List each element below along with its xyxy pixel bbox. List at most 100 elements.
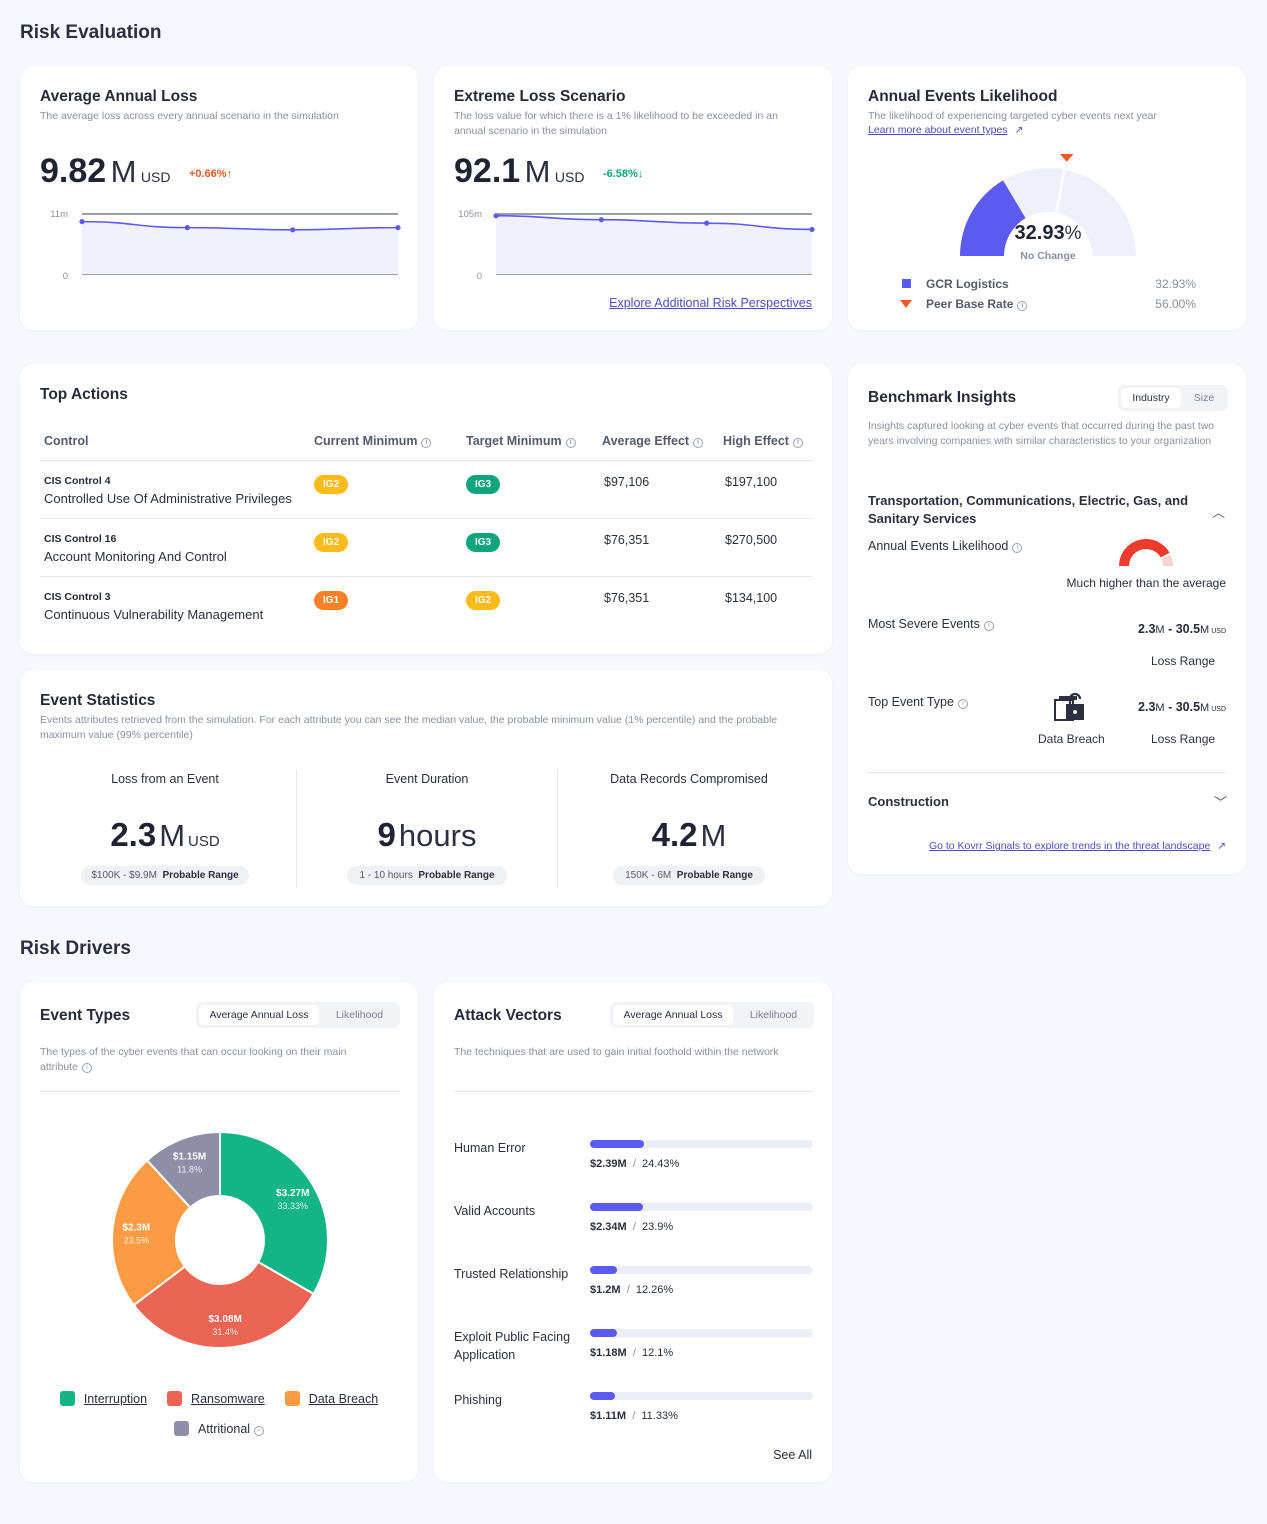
- info-icon[interactable]: i: [81, 1063, 92, 1073]
- info-icon[interactable]: i: [565, 438, 576, 448]
- peer-marker-triangle: [1059, 154, 1074, 162]
- link-text[interactable]: Learn more about event types: [868, 124, 1008, 136]
- average-effect: $76,351: [604, 533, 650, 547]
- legend-label-wrap: Peer Base Rate i: [926, 297, 1028, 311]
- industry-name: Transportation, Communications, Electric…: [868, 493, 1189, 526]
- y-tick-label: 105m: [458, 209, 482, 220]
- see-all-link[interactable]: See All: [773, 1448, 812, 1462]
- col-current-minimum: Current Minimum i: [314, 434, 432, 448]
- event-types-legend: Interruption Ransomware Data Breach Attriti…: [20, 1384, 418, 1444]
- top-type-range-value: 2.3M - 30.5M USD: [1138, 700, 1226, 714]
- section-divider: [868, 772, 1226, 773]
- probable-range-pill: 150K - 6M Probable Range: [613, 866, 765, 885]
- data-point[interactable]: [290, 227, 296, 233]
- attack-vector-row[interactable]: Human Error $2.39M / 24.43%: [434, 1139, 832, 1199]
- vector-amount: $1.2M: [590, 1284, 621, 1296]
- attack-vector-row[interactable]: Exploit Public Facing Application $1.18M …: [434, 1328, 832, 1388]
- chevron-down-icon[interactable]: ﹀: [1214, 795, 1228, 810]
- learn-more-link[interactable]: Learn more about event types ↗: [868, 124, 1023, 136]
- link-text[interactable]: Go to Kovrr Signals to explore trends in…: [928, 840, 1211, 852]
- y-tick-label: 0: [477, 271, 482, 282]
- info-icon[interactable]: i: [983, 621, 994, 631]
- pie-slice[interactable]: [132, 1260, 315, 1349]
- stat-suffix: USD: [188, 833, 220, 850]
- pie-slice[interactable]: [111, 1158, 192, 1307]
- control-name: Account Monitoring And Control: [44, 549, 227, 564]
- attack-vector-row[interactable]: Valid Accounts $2.34M / 23.9%: [434, 1202, 832, 1262]
- legend-label: Peer Base Rate: [926, 297, 1014, 311]
- tab-likelihood[interactable]: Likelihood: [749, 1009, 798, 1021]
- tab-industry[interactable]: Industry: [1121, 388, 1181, 408]
- external-link-icon: ↗: [1217, 840, 1226, 852]
- mini-gauge-marker: [1160, 552, 1171, 560]
- data-point[interactable]: [809, 226, 815, 233]
- likelihood-gauge: [960, 154, 1136, 256]
- info-icon[interactable]: i: [421, 438, 432, 448]
- loss-range-caption: Loss Range: [1151, 732, 1216, 746]
- data-point[interactable]: [79, 219, 85, 225]
- construction-industry[interactable]: Construction: [868, 794, 949, 809]
- change-value: -6.58%: [602, 168, 638, 180]
- data-point[interactable]: [704, 220, 710, 226]
- table-row[interactable]: CIS Control 3 Continuous Vulnerability M…: [20, 577, 832, 635]
- col-target-minimum: Target Minimum i: [466, 434, 576, 448]
- vector-value: $2.34M / 23.9%: [590, 1221, 673, 1233]
- table-row[interactable]: CIS Control 4 Controlled Use Of Administ…: [20, 461, 832, 519]
- legend-row-company: GCR Logistics 32.93%: [900, 277, 1196, 297]
- slice-percent-label: 23.5%: [124, 1235, 150, 1245]
- legend-row-peer: Peer Base Rate i 56.00%: [900, 297, 1196, 317]
- tab-size[interactable]: Size: [1193, 392, 1215, 404]
- legend-item[interactable]: Interruption: [59, 1384, 147, 1414]
- legend-swatch: [59, 1391, 75, 1406]
- benchmark-insights-card: Benchmark Insights Industry Size Insight…: [848, 364, 1246, 874]
- vector-amount: $1.18M: [590, 1347, 627, 1359]
- signals-link[interactable]: Go to Kovrr Signals to explore trends in…: [929, 840, 1226, 852]
- high-effect: $197,100: [725, 475, 778, 489]
- range-unit: M: [1200, 624, 1210, 636]
- stat-label: Loss from an Event: [111, 772, 219, 786]
- range-value: 150K - 6M: [625, 870, 672, 881]
- info-icon[interactable]: i: [254, 1426, 265, 1436]
- slice-percent-label: 11.8%: [177, 1165, 202, 1175]
- pie-slice[interactable]: [219, 1130, 329, 1296]
- attack-vector-row[interactable]: Trusted Relationship $1.2M / 12.26%: [434, 1265, 832, 1325]
- slice-value-label: $2.3M: [122, 1222, 150, 1233]
- pie-slice[interactable]: [145, 1130, 221, 1209]
- vector-bar-track: [590, 1392, 813, 1400]
- table-row[interactable]: CIS Control 16 Account Monitoring And Co…: [20, 519, 832, 577]
- current-level-badge: IG1: [314, 591, 348, 610]
- info-icon[interactable]: i: [1017, 301, 1028, 311]
- row-divider: [40, 576, 812, 577]
- attack-vectors-tab-toggle: Average Annual Loss Likelihood: [610, 1002, 814, 1028]
- range-value: $100K - $9.9M: [91, 870, 157, 881]
- stat-event-duration: Event Duration 9hours 1 - 10 hours Proba…: [296, 770, 558, 890]
- tab-likelihood[interactable]: Likelihood: [335, 1009, 384, 1021]
- attack-vector-row[interactable]: Phishing $1.11M / 11.33%: [434, 1391, 832, 1451]
- data-point[interactable]: [184, 225, 190, 231]
- explore-perspectives-link[interactable]: Explore Additional Risk Perspectives: [609, 296, 812, 310]
- info-icon[interactable]: i: [1012, 543, 1023, 553]
- legend-item[interactable]: Ransomware: [167, 1384, 265, 1414]
- info-icon[interactable]: i: [957, 699, 968, 709]
- data-point[interactable]: [598, 217, 604, 223]
- avg-loss-value: 9.82 M USD +0.66%↑: [40, 152, 232, 191]
- legend-item[interactable]: Data Breach: [284, 1384, 378, 1414]
- chevron-up-icon[interactable]: ︿: [1212, 505, 1226, 520]
- info-icon[interactable]: i: [792, 438, 803, 448]
- legend-item[interactable]: Attritional i: [173, 1414, 265, 1444]
- data-point[interactable]: [395, 225, 401, 231]
- data-point[interactable]: [493, 213, 499, 219]
- vector-percent: 23.9%: [641, 1221, 674, 1233]
- vector-value: $1.18M / 12.1%: [590, 1347, 673, 1359]
- likelihood-comparison: Much higher than the average: [1066, 576, 1226, 590]
- card-subtitle: Events attributes retrieved from the sim…: [40, 714, 778, 741]
- tab-average-annual-loss[interactable]: Average Annual Loss: [613, 1005, 733, 1025]
- card-title: Attack Vectors: [454, 1007, 562, 1024]
- vector-bar-track: [590, 1140, 813, 1148]
- vector-label: Exploit Public Facing Application: [454, 1330, 571, 1362]
- tab-average-annual-loss[interactable]: Average Annual Loss: [199, 1005, 319, 1025]
- info-icon[interactable]: i: [693, 438, 704, 448]
- y-tick-label: 11m: [50, 209, 68, 220]
- target-level-badge: IG2: [466, 591, 500, 610]
- average-effect: $97,106: [604, 475, 650, 489]
